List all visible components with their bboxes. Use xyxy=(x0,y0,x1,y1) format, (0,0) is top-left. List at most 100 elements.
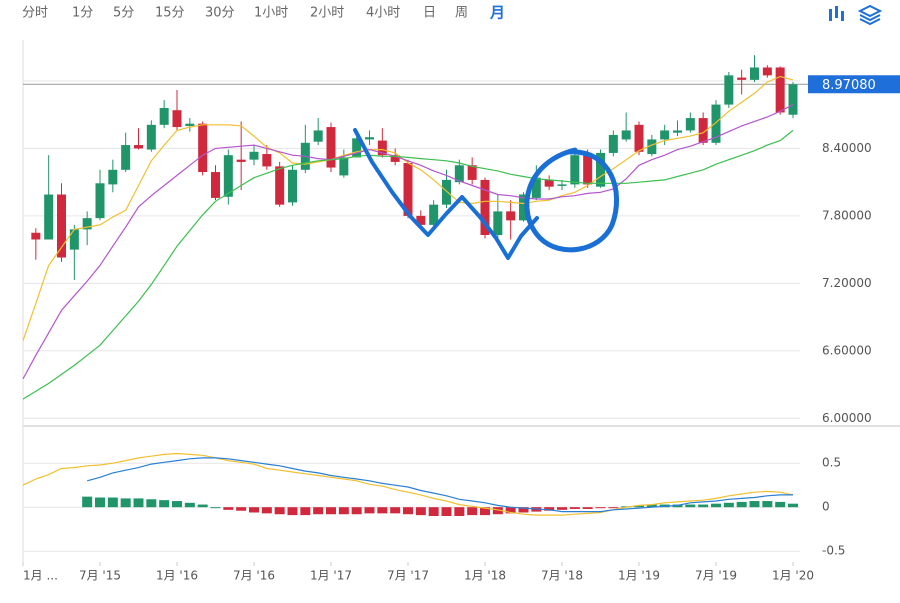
histogram-bar xyxy=(172,501,182,508)
histogram-bar xyxy=(634,505,644,508)
histogram-bar xyxy=(711,503,721,508)
x-tick-label: 7月 '18 xyxy=(541,569,583,583)
candle-body xyxy=(313,130,323,142)
tab[interactable]: 30分 xyxy=(205,6,235,21)
candle-body xyxy=(57,194,66,258)
histogram-bar xyxy=(788,503,798,508)
histogram-bar xyxy=(492,507,503,515)
candle-body xyxy=(762,67,772,76)
icon-candles xyxy=(841,11,844,21)
histogram-bar xyxy=(184,502,195,508)
icon-candles xyxy=(835,6,838,18)
circle-stroke xyxy=(524,147,619,253)
histogram-bar xyxy=(338,507,349,515)
histogram-bar xyxy=(249,507,259,513)
histogram-bar xyxy=(236,507,247,511)
x-tick-label: 1月 '16 xyxy=(156,569,198,583)
histogram-bar xyxy=(82,496,93,508)
histogram-bar xyxy=(261,507,272,514)
candle-body xyxy=(519,194,528,221)
x-tick-label: 1月 '18 xyxy=(464,569,506,583)
candle-body xyxy=(69,229,79,250)
candle-body xyxy=(134,145,143,149)
histogram-bar xyxy=(775,501,786,508)
y-tick-label: 7.20000 xyxy=(822,276,872,290)
candle-body xyxy=(531,177,541,198)
candle-body xyxy=(737,77,747,80)
candle-body xyxy=(596,152,605,187)
candle-body xyxy=(223,155,233,197)
ma-line xyxy=(22,129,794,400)
histogram-bar xyxy=(300,507,311,516)
x-tick-label: 7月 '17 xyxy=(387,569,429,583)
candle-body xyxy=(403,163,413,216)
candle-body xyxy=(44,194,54,240)
y-tick-label: 7.80000 xyxy=(822,208,872,222)
candle-body xyxy=(673,130,682,133)
histogram-bar xyxy=(390,507,401,514)
tab[interactable]: 周 xyxy=(455,6,468,21)
tab[interactable]: 5分 xyxy=(113,6,134,21)
candle-body xyxy=(685,118,695,131)
candle-body xyxy=(82,218,92,230)
tab[interactable]: 1小时 xyxy=(254,6,288,21)
candle-body xyxy=(467,165,477,180)
candle-body xyxy=(365,137,374,140)
x-tick-label: 7月 '19 xyxy=(695,569,737,583)
candle-body xyxy=(390,155,400,162)
candle-body xyxy=(185,123,195,126)
histogram-bar xyxy=(197,504,208,508)
tab[interactable]: 分时 xyxy=(22,6,48,21)
candle-body xyxy=(198,123,208,173)
histogram-bar xyxy=(287,507,298,516)
icon-candles[interactable] xyxy=(829,9,832,21)
histogram-bar xyxy=(698,504,709,508)
main-panel: 9.000008.400007.800007.200006.600006.000… xyxy=(22,55,900,425)
histogram-bar xyxy=(608,507,619,509)
candle-body xyxy=(480,179,490,235)
candle-body xyxy=(557,184,567,186)
candle-body xyxy=(570,155,580,185)
toolbar: 分时 1分 5分 15分 30分 1小时 2小时 4小时 日 周 月 xyxy=(22,4,505,22)
histogram-bar xyxy=(749,501,760,508)
x-tick-label: 1月 '17 xyxy=(310,569,352,583)
tab[interactable]: 1分 xyxy=(72,6,93,21)
y-tick-label: 8.40000 xyxy=(822,141,872,155)
last-price-label: 8.97080 xyxy=(822,78,876,93)
histogram-bar xyxy=(428,507,439,516)
candle-body xyxy=(95,183,105,219)
candle-body xyxy=(544,179,554,187)
tab[interactable]: 日 xyxy=(423,6,436,21)
candle-body xyxy=(647,139,657,155)
histogram-bar xyxy=(403,507,413,515)
histogram-bar xyxy=(313,507,324,515)
tab[interactable]: 2小时 xyxy=(310,6,344,21)
tab[interactable]: 4小时 xyxy=(366,6,400,21)
candle-body xyxy=(454,165,464,183)
icon-layers[interactable] xyxy=(857,4,883,26)
y-tick-label: -0.5 xyxy=(822,544,845,558)
candle-body xyxy=(326,127,336,168)
last-price-box xyxy=(808,75,900,94)
x-tick-label: 1月 ... xyxy=(23,569,58,583)
zigzag-stroke xyxy=(353,128,539,260)
candle-body xyxy=(698,118,708,143)
candle-body xyxy=(262,154,272,167)
ma-line xyxy=(22,452,794,516)
histogram-bar xyxy=(223,507,234,510)
tab[interactable]: 月 xyxy=(489,4,505,22)
candle-body xyxy=(108,169,118,185)
candle-body xyxy=(288,169,297,203)
macd-panel: 0.5 0 -0.5 1月 ... 7月 '15 1月 '16 7月 '16 1月 '17 7月… xyxy=(22,452,845,583)
histogram-bar xyxy=(274,507,285,515)
tab[interactable]: 15分 xyxy=(155,6,185,21)
candle-body xyxy=(583,155,593,185)
histogram-bar xyxy=(133,498,144,508)
candle-body xyxy=(660,130,670,140)
candle-body xyxy=(750,67,759,80)
candle-body xyxy=(621,130,631,140)
histogram-bar xyxy=(351,507,362,515)
histogram-bar xyxy=(557,507,567,510)
histogram-bar xyxy=(159,500,170,508)
